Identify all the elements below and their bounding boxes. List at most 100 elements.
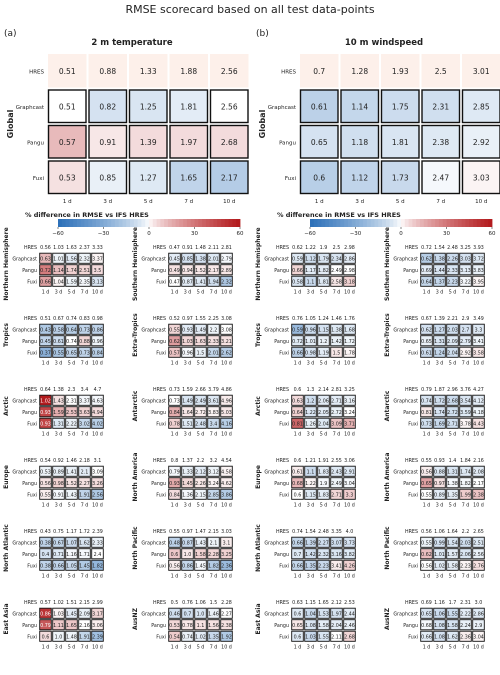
heatmap-cell: [330, 252, 343, 264]
heatmap-cell: [88, 54, 127, 88]
model-label: Fuxi: [279, 350, 289, 356]
cell-value: 0.43: [40, 327, 51, 333]
cell-value: 1.97: [180, 138, 197, 147]
cell-value: 2.7: [462, 327, 470, 333]
cell-value: 1.81: [318, 279, 329, 285]
colorbar-segment: [457, 219, 463, 227]
cell-value: 1.03: [305, 634, 316, 640]
heatmap-cell: [420, 559, 433, 571]
cell-value: 0.56: [40, 481, 51, 487]
cell-value: 1.55: [447, 611, 458, 617]
heatmap-cell: [291, 454, 304, 465]
heatmap-cell: [317, 312, 330, 323]
cell-value: 2.33: [208, 339, 219, 345]
colorbar-segment: [73, 219, 78, 227]
cell-value: 0.78: [182, 623, 193, 629]
cell-value: 0.97: [434, 481, 445, 487]
heatmap-cell: [317, 619, 330, 631]
heatmap-cell: [459, 323, 472, 335]
heatmap-cell: [39, 559, 52, 571]
heatmap-cell: [207, 312, 220, 323]
cell-value: 1.82: [208, 563, 219, 569]
heatmap-cell: [459, 536, 472, 548]
lead-time-label: 1 d: [171, 574, 179, 580]
cell-value: 0.74: [421, 398, 432, 404]
heatmap-cell: [91, 607, 104, 619]
cell-value: 1.72: [79, 529, 90, 535]
cell-value: 3.4: [210, 421, 218, 427]
colorbar-segment: [228, 219, 233, 227]
cell-value: 0.71: [53, 552, 64, 558]
cell-value: 0.59: [292, 327, 303, 333]
cell-value: 2.12: [331, 600, 342, 606]
heatmap-cell: [340, 89, 380, 124]
heatmap-cell: [304, 417, 317, 429]
cell-value: 1.27: [434, 327, 445, 333]
cell-value: 0.84: [92, 350, 103, 356]
model-label: Graphcast: [12, 398, 37, 404]
region-label: North Atlantic: [255, 524, 262, 572]
lead-time-label: 1 d: [423, 645, 431, 651]
cell-value: 1.81: [392, 138, 409, 147]
heatmap-cell: [459, 335, 472, 347]
cell-value: 3.09: [92, 469, 103, 475]
cell-value: 2.39: [92, 634, 103, 640]
colorbar-segment: [313, 219, 318, 227]
heatmap-cell: [194, 417, 207, 429]
figure-title: RMSE scorecard based on all test data-po…: [125, 3, 374, 16]
cell-value: 1.38: [434, 256, 445, 262]
cell-value: 2.08: [473, 469, 484, 475]
heatmap-cell: [446, 383, 459, 394]
cell-value: 3.4: [81, 387, 89, 393]
heatmap-cell: [220, 275, 233, 287]
lead-time-label: 10 d: [92, 432, 103, 438]
model-label: Pangu: [279, 140, 296, 146]
heatmap-cell: [461, 160, 500, 195]
heatmap-cell: [446, 465, 459, 477]
heatmap-cell: [459, 275, 472, 287]
heatmap-cell: [220, 488, 233, 500]
cell-value: 0.75: [53, 529, 64, 535]
cell-value: 2.1: [210, 540, 218, 546]
heatmap-cell: [181, 525, 194, 536]
cell-value: 1.03: [53, 611, 64, 617]
heatmap-cell: [317, 406, 330, 418]
cell-value: 0.93: [434, 458, 445, 464]
heatmap-cell: [330, 525, 343, 536]
cell-value: 4.96: [221, 398, 232, 404]
heatmap-cell: [91, 596, 104, 607]
cell-value: 1.22: [305, 410, 316, 416]
heatmap-cell: [207, 559, 220, 571]
heatmap-cell: [194, 346, 207, 358]
model-label: Graphcast: [141, 469, 166, 475]
heatmap-cell: [39, 394, 52, 406]
cell-value: 0.64: [66, 327, 77, 333]
lead-time-label: 1 d: [42, 290, 50, 296]
heatmap-cell: [52, 477, 65, 489]
cell-value: 3.41: [331, 563, 342, 569]
heatmap-cell: [181, 417, 194, 429]
cell-value: 2.31: [66, 398, 77, 404]
heatmap-cell: [317, 264, 330, 276]
heatmap-cell: [39, 383, 52, 394]
cell-value: 1.41: [195, 279, 206, 285]
cell-value: 1.64: [182, 410, 193, 416]
colorbar-segment: [133, 219, 139, 227]
heatmap-cell: [304, 312, 317, 323]
lead-time-label: 5 d: [68, 290, 76, 296]
heatmap-cell: [459, 630, 472, 642]
heatmap-cell: [421, 89, 461, 124]
region-label: Arctic: [3, 396, 10, 416]
heatmap-cell: [433, 525, 446, 536]
cell-value: 1.57: [447, 552, 458, 558]
cell-value: 3.3: [475, 327, 483, 333]
heatmap-cell: [472, 417, 485, 429]
model-label: Graphcast: [264, 540, 289, 546]
lead-time-label: 10 d: [221, 290, 232, 296]
heatmap-cell: [446, 264, 459, 276]
cell-value: 0.94: [182, 268, 193, 274]
cell-value: 2.71: [447, 421, 458, 427]
heatmap-cell: [340, 160, 380, 195]
colorbar-segment: [137, 219, 142, 227]
lead-time-label: 3 d: [355, 199, 364, 205]
